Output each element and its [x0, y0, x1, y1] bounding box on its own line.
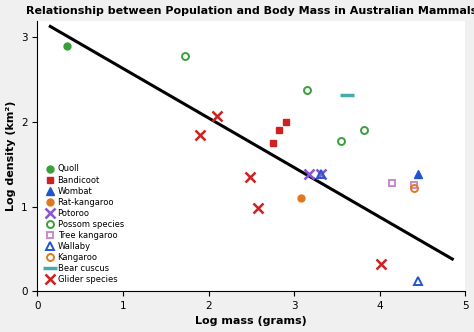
Legend: Quoll, Bandicoot, Wombat, Rat-kangaroo, Potoroo, Possom species, Tree kangaroo, : Quoll, Bandicoot, Wombat, Rat-kangaroo, …	[46, 164, 124, 284]
Y-axis label: Log density (km²): Log density (km²)	[6, 101, 16, 211]
X-axis label: Log mass (grams): Log mass (grams)	[195, 316, 307, 326]
Title: Relationship between Population and Body Mass in Australian Mammals: Relationship between Population and Body…	[26, 6, 474, 16]
